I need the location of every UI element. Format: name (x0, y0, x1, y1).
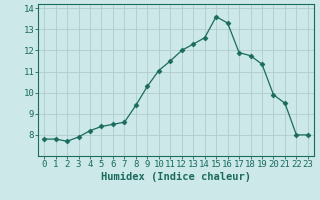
X-axis label: Humidex (Indice chaleur): Humidex (Indice chaleur) (101, 172, 251, 182)
